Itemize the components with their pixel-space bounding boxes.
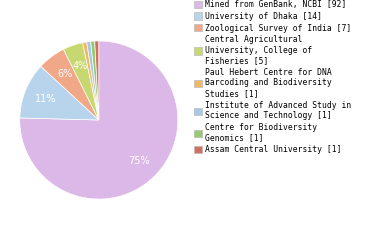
Text: 11%: 11% <box>35 94 57 104</box>
Wedge shape <box>91 41 99 120</box>
Wedge shape <box>95 41 99 120</box>
Wedge shape <box>41 49 99 120</box>
Wedge shape <box>20 66 99 120</box>
Legend: Mined from GenBank, NCBI [92], University of Dhaka [14], Zoological Survey of In: Mined from GenBank, NCBI [92], Universit… <box>194 0 352 154</box>
Wedge shape <box>20 41 178 199</box>
Wedge shape <box>87 41 99 120</box>
Text: 6%: 6% <box>57 70 72 79</box>
Text: 4%: 4% <box>73 61 88 71</box>
Wedge shape <box>63 43 99 120</box>
Wedge shape <box>82 42 99 120</box>
Text: 75%: 75% <box>128 156 149 166</box>
